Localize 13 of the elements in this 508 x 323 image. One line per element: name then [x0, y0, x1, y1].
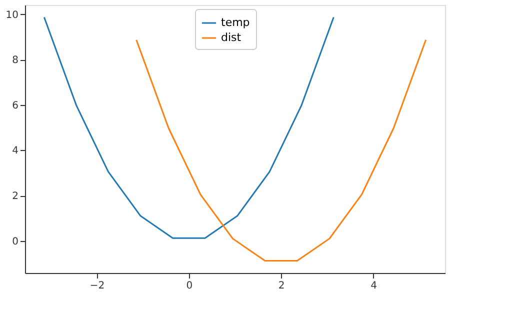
y-tick-label: 6: [12, 100, 18, 112]
y-tick-label: 8: [12, 55, 18, 66]
y-tick-label: 2: [12, 191, 18, 202]
legend-label: dist: [221, 31, 242, 44]
x-tick-label: 0: [186, 280, 193, 292]
x-tick-label: 4: [370, 280, 377, 292]
x-tick-label: −2: [90, 280, 105, 292]
y-tick-label: 4: [12, 146, 18, 157]
y-tick-label: 10: [6, 10, 18, 21]
y-tick-label: 0: [12, 236, 18, 248]
x-tick-label: 2: [278, 280, 285, 292]
legend-label: temp: [221, 16, 250, 29]
line-series: [43, 16, 334, 239]
